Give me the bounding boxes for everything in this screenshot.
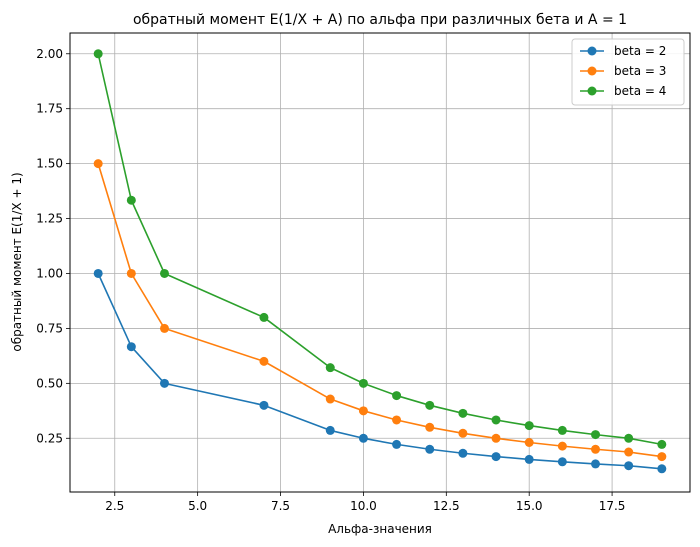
data-point xyxy=(93,268,103,278)
legend: beta = 2 beta = 3 beta = 4 xyxy=(571,38,685,106)
y-tick-label: 2.00 xyxy=(36,47,63,61)
legend-marker xyxy=(587,86,597,96)
series-2 xyxy=(93,159,667,462)
data-point xyxy=(392,415,402,425)
x-tick-label: 17.5 xyxy=(599,499,626,513)
data-point xyxy=(591,444,601,454)
data-point xyxy=(259,312,269,322)
x-tick-label: 12.5 xyxy=(433,499,460,513)
data-point xyxy=(392,439,402,449)
data-point xyxy=(557,425,567,435)
data-point xyxy=(425,422,435,432)
legend-item: beta = 2 xyxy=(580,44,666,58)
legend-box xyxy=(571,38,685,106)
data-point xyxy=(624,461,634,471)
x-axis-label: Альфа-значения xyxy=(328,522,432,536)
data-point xyxy=(159,268,169,278)
data-point xyxy=(557,457,567,467)
data-point xyxy=(126,342,136,352)
data-point xyxy=(491,415,501,425)
data-point xyxy=(524,421,534,431)
data-point xyxy=(159,378,169,388)
y-axis-label: обратный момент E(1/X + 1) xyxy=(10,172,24,351)
data-point xyxy=(93,49,103,59)
data-point xyxy=(126,268,136,278)
legend-marker xyxy=(587,46,597,56)
y-tick-label: 0.25 xyxy=(36,431,63,445)
data-point xyxy=(259,400,269,410)
x-tick-label: 15.0 xyxy=(516,499,543,513)
data-point xyxy=(425,400,435,410)
data-point xyxy=(591,430,601,440)
data-point xyxy=(259,356,269,366)
data-point xyxy=(325,363,335,373)
data-point xyxy=(93,159,103,169)
x-tick-label: 2.5 xyxy=(105,499,124,513)
x-tick-label: 10.0 xyxy=(350,499,377,513)
x-tick-label: 7.5 xyxy=(271,499,290,513)
y-tick-label: 1.00 xyxy=(36,266,63,280)
series-layer xyxy=(93,49,667,474)
chart-title: обратный момент E(1/X + A) по альфа при … xyxy=(133,12,627,28)
data-point xyxy=(358,378,368,388)
data-point xyxy=(325,394,335,404)
y-tick-label: 0.50 xyxy=(36,376,63,390)
legend-label: beta = 3 xyxy=(614,64,666,78)
grid xyxy=(70,33,690,492)
legend-marker xyxy=(587,66,597,76)
y-tick-label: 1.50 xyxy=(36,157,63,171)
data-point xyxy=(358,433,368,443)
data-point xyxy=(458,448,468,458)
data-point xyxy=(159,323,169,333)
data-point xyxy=(392,391,402,401)
plot-frame xyxy=(69,32,691,493)
data-point xyxy=(624,433,634,443)
data-point xyxy=(524,437,534,447)
data-point xyxy=(524,454,534,464)
data-point xyxy=(657,452,667,462)
series-3 xyxy=(93,49,667,449)
data-point xyxy=(458,408,468,418)
legend-label: beta = 2 xyxy=(614,44,666,58)
data-point xyxy=(491,452,501,462)
data-point xyxy=(126,195,136,205)
legend-label: beta = 4 xyxy=(614,84,666,98)
data-point xyxy=(458,428,468,438)
data-point xyxy=(657,439,667,449)
data-point xyxy=(425,444,435,454)
data-point xyxy=(557,441,567,451)
y-tick-label: 0.75 xyxy=(36,321,63,335)
data-point xyxy=(624,447,634,457)
series-1 xyxy=(93,268,667,474)
legend-item: beta = 4 xyxy=(580,84,666,98)
data-point xyxy=(325,425,335,435)
y-tick-label: 1.75 xyxy=(36,102,63,116)
legend-item: beta = 3 xyxy=(580,64,666,78)
data-point xyxy=(591,459,601,469)
y-tick-label: 1.25 xyxy=(36,212,63,226)
data-point xyxy=(491,433,501,443)
data-point xyxy=(657,464,667,474)
ticks: 2.5 5.0 7.5 10.0 12.5 15.0 17.5 0.25 0.50 0.75 1.0… xyxy=(36,47,625,513)
x-tick-label: 5.0 xyxy=(188,499,207,513)
data-point xyxy=(358,406,368,416)
